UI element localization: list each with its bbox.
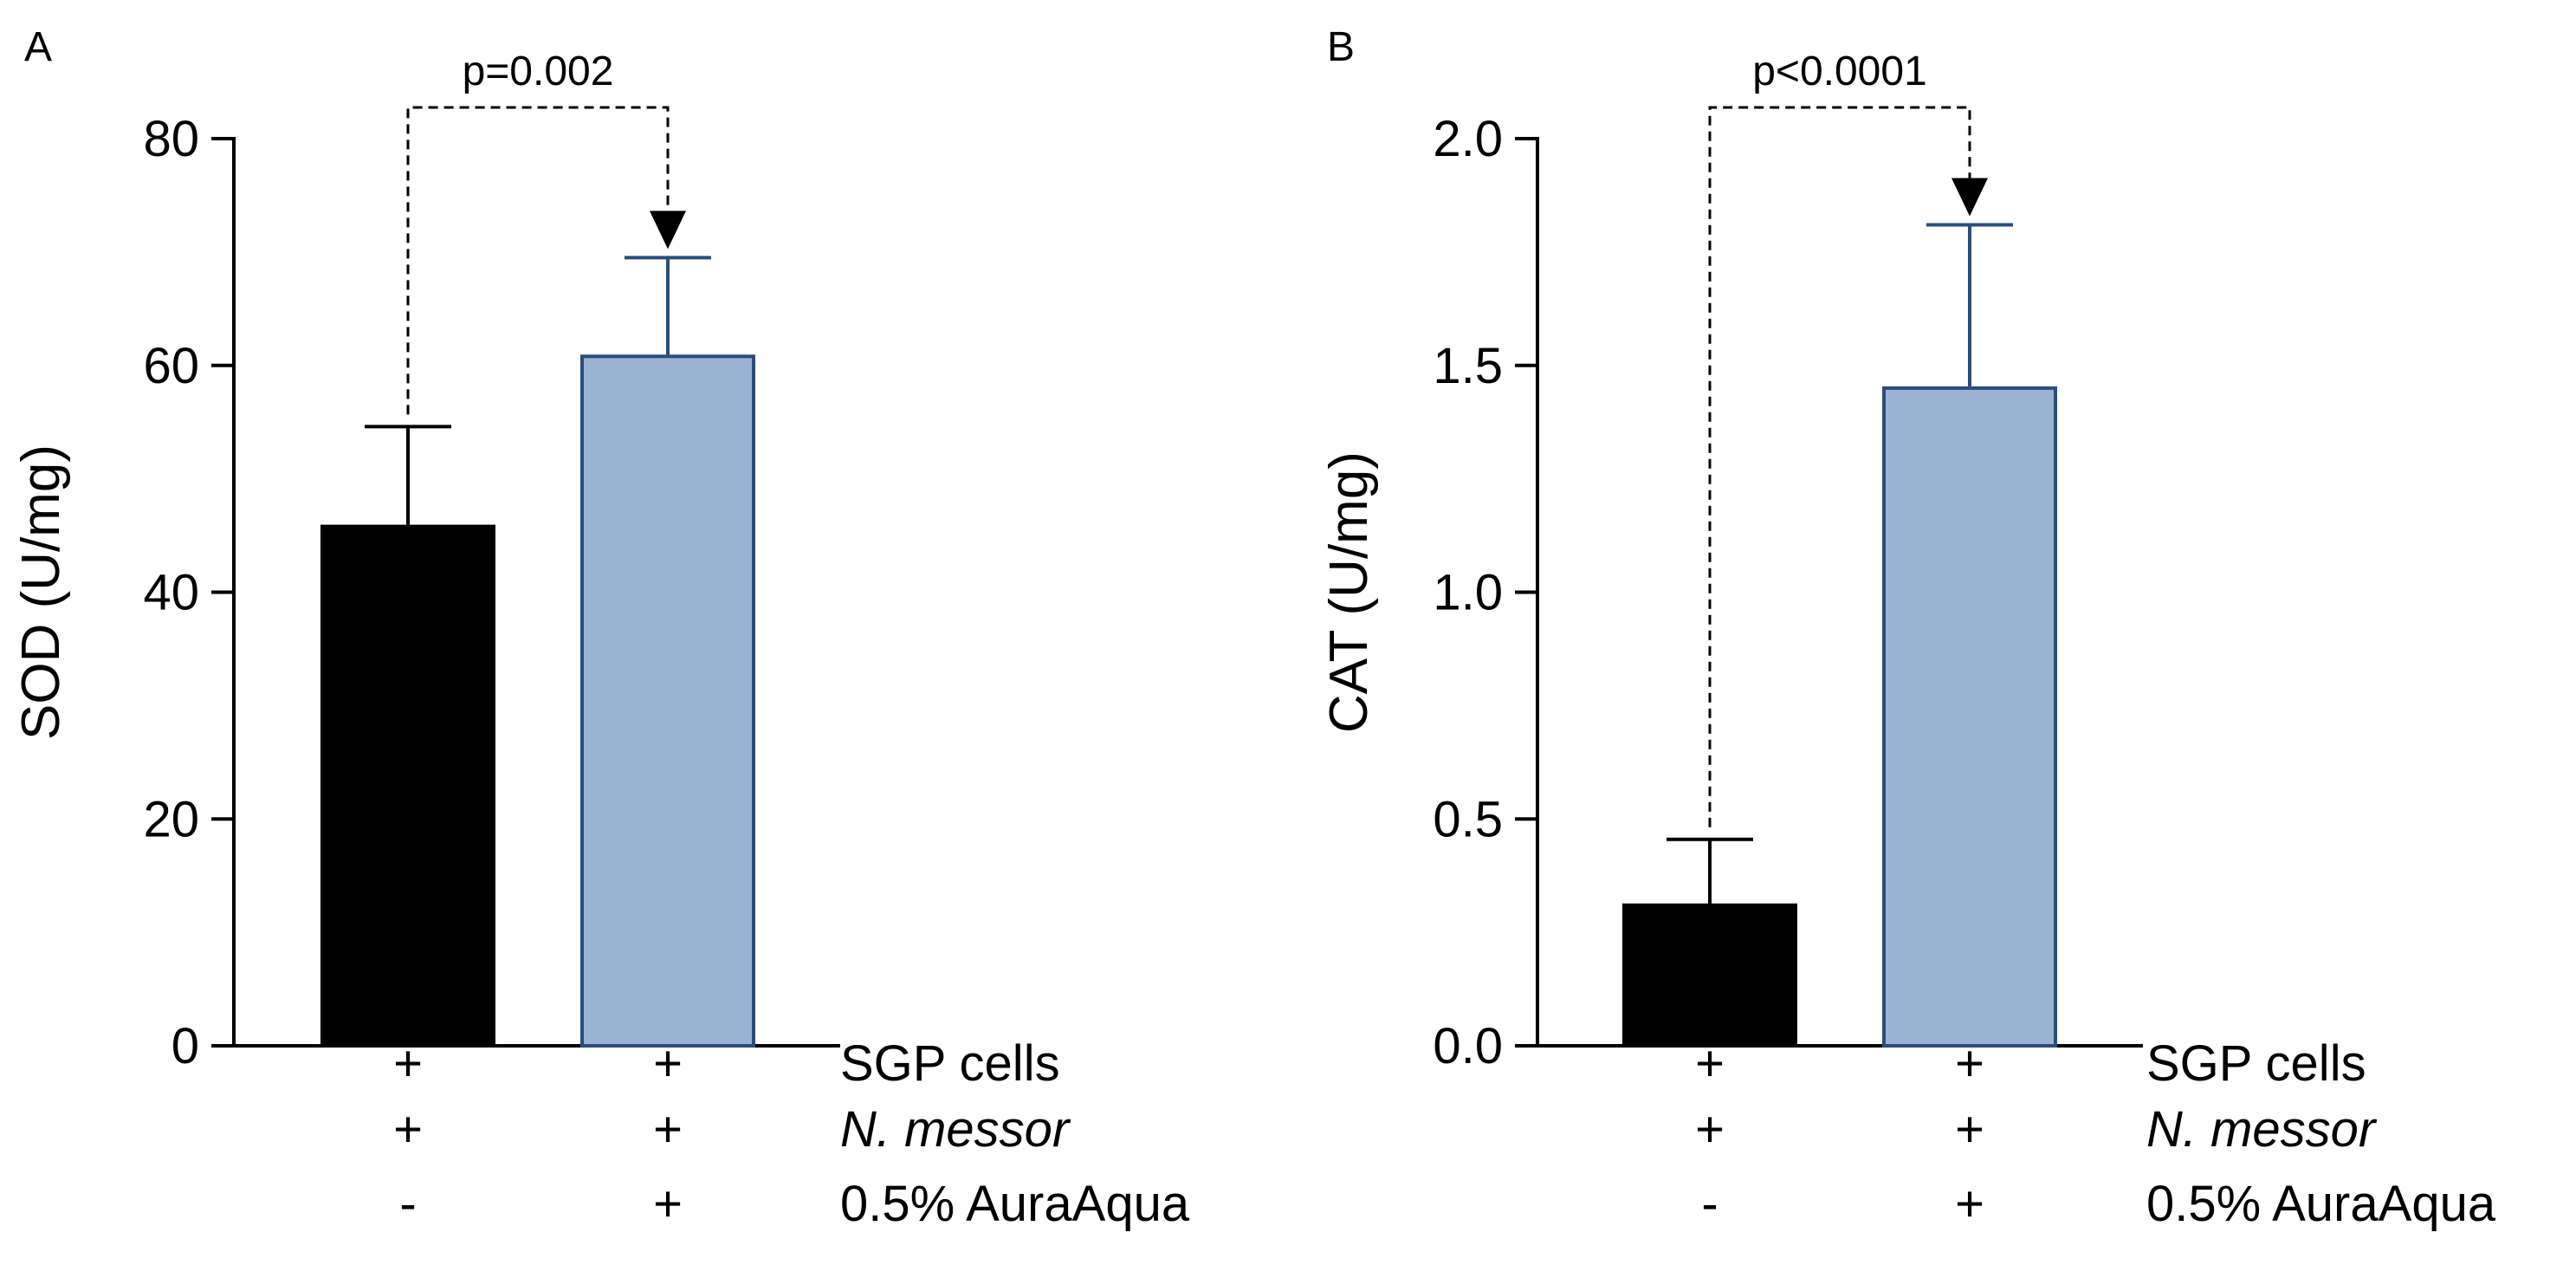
bar bbox=[320, 524, 495, 1048]
condition-sign: + bbox=[1955, 1176, 1984, 1232]
significance-arrowhead bbox=[1951, 178, 1988, 217]
panel-letter: A bbox=[24, 24, 52, 70]
condition-sign: + bbox=[1695, 1101, 1725, 1158]
y-tick-label: 0 bbox=[172, 1018, 199, 1074]
significance-bracket bbox=[1708, 106, 1971, 827]
condition-label: SGP cells bbox=[840, 1035, 1060, 1092]
y-tick-label: 40 bbox=[143, 565, 199, 621]
y-tick-label: 1.0 bbox=[1433, 565, 1503, 621]
condition-sign: + bbox=[1695, 1035, 1725, 1092]
bar bbox=[1882, 386, 2057, 1048]
p-value-label: p=0.002 bbox=[463, 49, 614, 94]
y-tick-label: 0.5 bbox=[1433, 791, 1503, 847]
condition-sign: + bbox=[653, 1176, 683, 1232]
panel-b: B 0.0 0.5 1.0 1.5 2.0 CAT (U/mg) p<0.0001 + + SGP … bbox=[1319, 24, 2496, 1232]
condition-sign: - bbox=[399, 1176, 416, 1232]
condition-sign: + bbox=[1955, 1035, 1984, 1092]
panel-a: A 0 20 40 60 80 SOD (U/mg) p=0.002 + + SGP cells + +… bbox=[11, 24, 1190, 1232]
condition-label: 0.5% AuraAqua bbox=[2146, 1176, 2496, 1232]
y-tick-label: 2.0 bbox=[1433, 111, 1503, 167]
y-tick-label: 20 bbox=[143, 791, 199, 847]
condition-label: N. messor bbox=[2146, 1101, 2378, 1158]
y-tick-label: 60 bbox=[143, 338, 199, 394]
condition-label: 0.5% AuraAqua bbox=[840, 1176, 1190, 1232]
significance-bracket bbox=[406, 106, 670, 415]
condition-sign: + bbox=[653, 1035, 683, 1092]
y-tick-label: 80 bbox=[143, 111, 199, 167]
condition-sign: + bbox=[653, 1101, 683, 1158]
bar bbox=[580, 354, 755, 1048]
y-axis-title: SOD (U/mg) bbox=[11, 444, 71, 740]
condition-label: N. messor bbox=[840, 1101, 1071, 1158]
y-tick-label: 0.0 bbox=[1433, 1018, 1503, 1074]
condition-sign: + bbox=[1955, 1101, 1984, 1158]
significance-arrowhead bbox=[650, 211, 686, 250]
y-axis-title: CAT (U/mg) bbox=[1319, 451, 1379, 733]
y-tick-label: 1.5 bbox=[1433, 338, 1503, 394]
condition-label: SGP cells bbox=[2146, 1035, 2366, 1092]
p-value-label: p<0.0001 bbox=[1752, 49, 1927, 94]
bar bbox=[1622, 903, 1797, 1048]
condition-sign: + bbox=[393, 1101, 423, 1158]
panel-letter: B bbox=[1327, 24, 1355, 70]
condition-sign: + bbox=[393, 1035, 423, 1092]
condition-sign: - bbox=[1701, 1176, 1718, 1232]
